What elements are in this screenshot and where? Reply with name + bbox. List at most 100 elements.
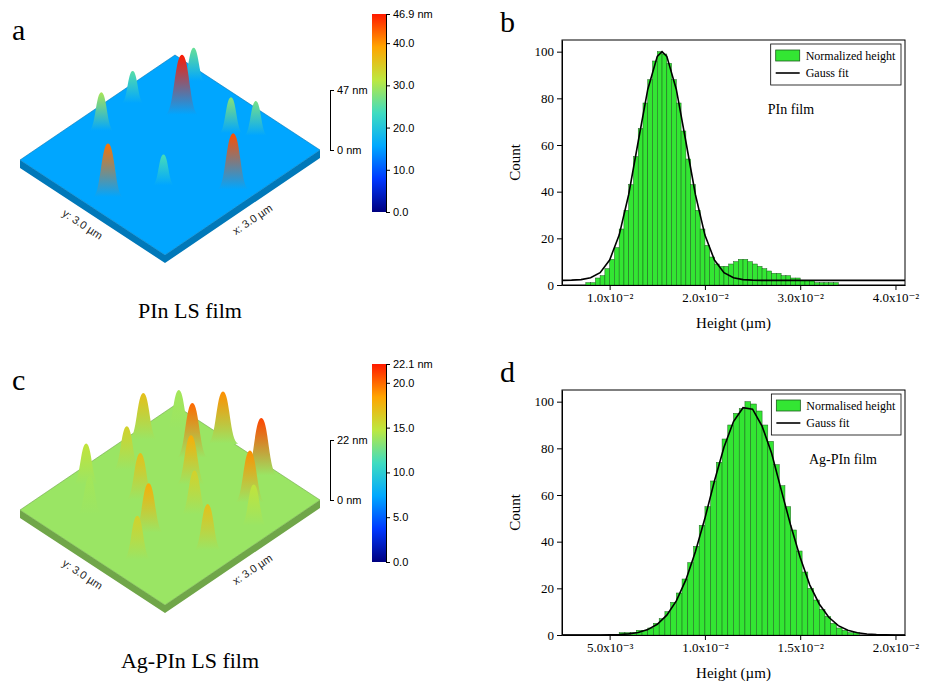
bar	[693, 546, 699, 635]
bar	[834, 283, 839, 285]
legend: Normalised height Gauss fit	[771, 394, 901, 435]
bar	[691, 185, 696, 285]
x-axis-tick: 4.0x10⁻²	[873, 285, 920, 305]
fit-line	[562, 408, 905, 635]
y-axis-tick: 80	[541, 441, 562, 456]
bar	[728, 425, 734, 635]
peak	[219, 97, 243, 135]
colorbar-axis-tick-mark	[386, 364, 390, 365]
z-axis-tick: 47 nm	[330, 84, 368, 96]
y-axis-tick-mark	[557, 52, 562, 53]
colorbar	[372, 14, 386, 212]
x-axis-title: Height (µm)	[696, 315, 771, 332]
y-axis-tick-mark	[557, 542, 562, 543]
y-axis-tick-label: 60	[541, 138, 554, 153]
colorbar-axis-tick-mark	[386, 85, 390, 86]
peak	[193, 504, 222, 553]
bar	[700, 229, 705, 285]
surface-top	[20, 55, 320, 255]
y-axis-line	[562, 41, 563, 286]
y-axis-tick-label: 80	[541, 91, 554, 106]
bar	[705, 507, 711, 635]
bar	[699, 525, 705, 635]
x-axis-tick-label: 2.0x10⁻²	[682, 290, 729, 305]
colorbar-axis-tick-mark	[386, 383, 390, 384]
peak	[129, 393, 158, 442]
y-axis-tick: 20	[541, 581, 562, 596]
bar	[638, 129, 643, 285]
y-axis-tick-mark	[557, 192, 562, 193]
colorbar-axis-tick-label: 30.0	[393, 79, 414, 91]
legend-label: Normalised height	[806, 399, 896, 413]
z-axis-line	[330, 441, 331, 501]
colorbar-axis-tick: 5.0	[386, 511, 408, 523]
x-axis-tick-label: 1.0x10⁻²	[682, 640, 729, 655]
peaks	[89, 48, 268, 200]
x-axis-tick: 1.0x10⁻²	[587, 285, 634, 305]
bar	[605, 269, 610, 285]
legend-label: Normalized height	[806, 49, 896, 63]
bar	[808, 588, 814, 635]
colorbar-axis-tick-label: 15.0	[393, 422, 414, 434]
bar	[643, 103, 648, 285]
bar	[762, 425, 768, 635]
x-axis-tick-label: 5.0x10⁻³	[587, 640, 634, 655]
colorbar-axis-tick: 10.0	[386, 466, 414, 478]
surface-top	[20, 405, 320, 605]
x-axis-title: Height (µm)	[696, 665, 771, 682]
bar	[716, 462, 722, 635]
y-axis-tick-mark	[557, 635, 562, 636]
bar	[819, 283, 824, 285]
y-axis-tick-label: 40	[541, 534, 554, 549]
bar	[814, 600, 820, 635]
peak	[165, 55, 199, 118]
peak	[121, 71, 144, 105]
bar	[842, 630, 848, 635]
colorbar-axis-tick: 46.9 nm	[386, 8, 433, 20]
y-axis-tick-label: 100	[535, 44, 555, 59]
colorbar-axis-tick: 40.0	[386, 37, 414, 49]
panel-label: b	[500, 5, 515, 38]
bar	[657, 52, 662, 285]
x-axis-tick-label: 1.0x10⁻²	[587, 290, 634, 305]
y-axis-tick: 40	[541, 184, 562, 199]
bar	[824, 283, 829, 285]
fit-line	[562, 52, 905, 281]
z-axis-tick-mark	[330, 150, 334, 151]
z-axis: 0 nm22 nm	[330, 434, 368, 506]
colorbar-axis-tick-label: 10.0	[393, 164, 414, 176]
colorbar-axis-line	[386, 15, 387, 213]
bar	[774, 465, 780, 635]
bar	[739, 409, 745, 635]
annotation: Ag-PIn film	[809, 452, 877, 467]
histogram-panel: 5.0x10⁻³1.0x10⁻²1.5x10⁻²2.0x10⁻²02040608…	[500, 355, 919, 682]
y-axis-tick: 20	[541, 231, 562, 246]
z-axis-tick-label: 0 nm	[337, 144, 361, 156]
bar	[600, 276, 605, 285]
y-axis-title: y: 3.0 µm	[60, 557, 105, 592]
bar	[705, 245, 710, 285]
peak	[73, 444, 99, 487]
colorbar-axis-tick-label: 0.0	[393, 206, 408, 218]
bar	[791, 530, 797, 635]
colorbar-axis-tick-label: 5.0	[393, 511, 408, 523]
x-axis-line	[563, 285, 906, 286]
legend-label: Gauss fit	[806, 416, 850, 430]
bar	[848, 285, 853, 286]
bar	[848, 633, 854, 635]
surface-panel: 0 nm22 nm0.05.010.015.020.022.1 nmy: 3.0…	[12, 358, 433, 673]
y-axis-tick: 0	[548, 278, 563, 293]
peak	[152, 155, 174, 188]
y-axis-tick-mark	[557, 402, 562, 403]
bar	[743, 259, 748, 285]
plot-frame	[562, 390, 905, 635]
colorbar-axis-line	[386, 365, 387, 563]
colorbar-axis-tick-mark	[386, 428, 390, 429]
panel-label: d	[500, 355, 515, 388]
y-axis-tick-mark	[557, 145, 562, 146]
y-axis-title: y: 3.0 µm	[60, 207, 105, 242]
colorbar-axis-tick: 0.0	[386, 206, 408, 218]
y-axis-tick-label: 60	[541, 488, 554, 503]
x-axis-tick: 5.0x10⁻³	[587, 635, 634, 655]
bar	[591, 283, 596, 285]
